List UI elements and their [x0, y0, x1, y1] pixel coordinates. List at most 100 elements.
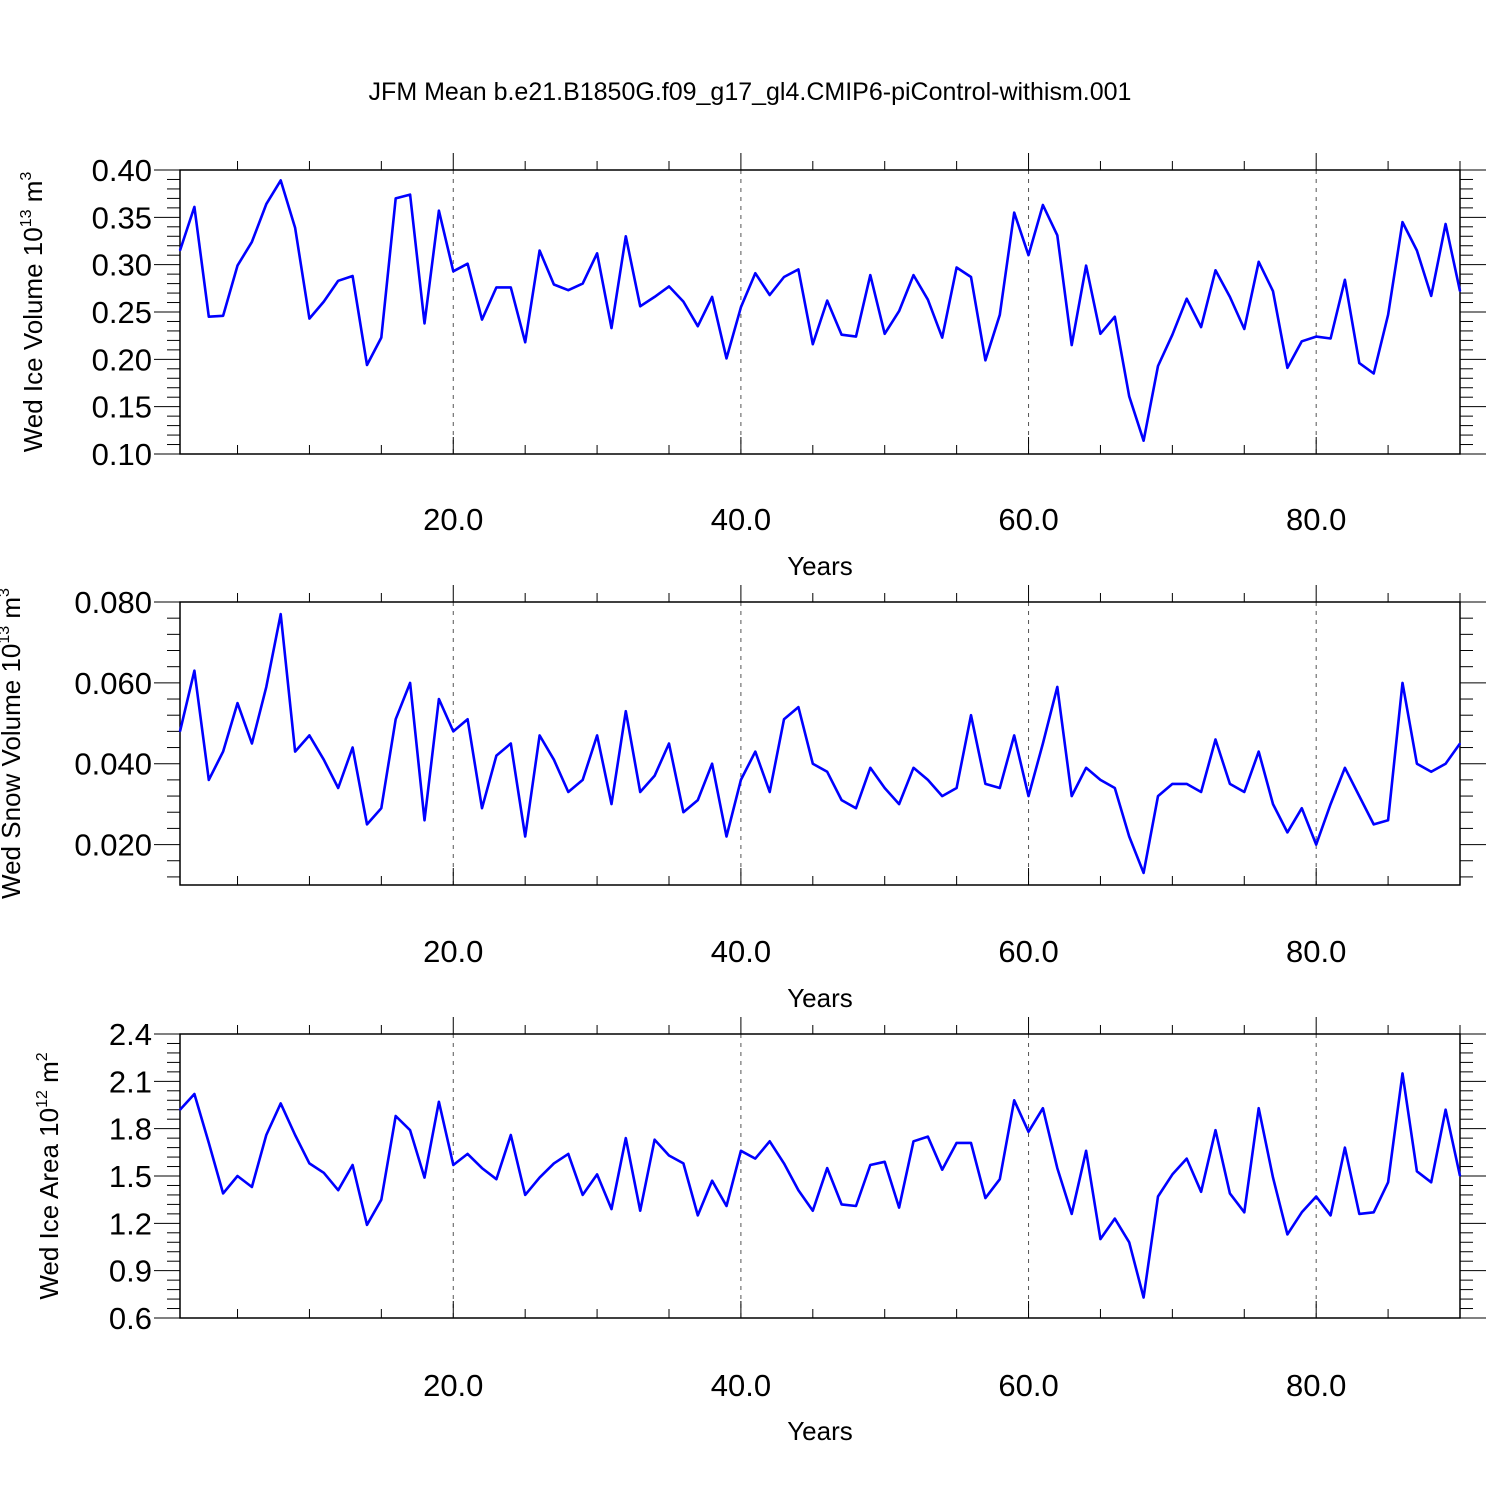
data-point — [1214, 738, 1217, 741]
data-point — [1171, 1173, 1174, 1176]
data-point — [236, 1175, 239, 1177]
y-tick-label: 0.35 — [92, 200, 152, 235]
data-point — [1013, 1099, 1015, 1102]
data-point — [1142, 872, 1145, 874]
y-tick-label: 0.060 — [74, 666, 152, 701]
data-point — [524, 341, 526, 344]
data-point — [912, 766, 915, 769]
data-point — [222, 314, 224, 317]
data-point — [1229, 296, 1231, 298]
data-point — [610, 803, 613, 805]
data-point — [740, 306, 742, 309]
data-point — [1430, 771, 1433, 773]
data-point — [1185, 297, 1188, 300]
data-point — [812, 1209, 814, 1212]
data-point — [1114, 787, 1116, 789]
data-point — [1128, 1241, 1131, 1244]
data-point — [466, 718, 469, 721]
data-point — [337, 279, 340, 282]
data-point — [1070, 1213, 1073, 1215]
data-point — [1013, 211, 1015, 214]
data-point — [265, 686, 268, 688]
data-point — [711, 762, 713, 765]
data-point — [495, 754, 498, 757]
data-point — [236, 264, 239, 267]
plot-frame — [179, 1033, 1461, 1319]
data-point — [1128, 835, 1131, 838]
data-point — [711, 1179, 713, 1182]
data-point — [725, 357, 728, 360]
data-point — [1229, 783, 1231, 785]
data-point — [179, 730, 181, 733]
data-point — [1085, 264, 1087, 267]
data-point — [984, 1197, 987, 1199]
data-point — [1099, 1238, 1102, 1240]
y-tick-label: 1.2 — [109, 1206, 152, 1241]
data-point — [236, 702, 239, 704]
data-point — [754, 272, 757, 274]
data-point — [538, 1176, 541, 1179]
data-point — [438, 698, 440, 700]
data-point — [509, 742, 512, 745]
y-tick-label: 0.080 — [74, 585, 152, 620]
data-point — [1329, 803, 1332, 805]
x-tick-label: 60.0 — [998, 934, 1058, 969]
y-tick-label: 0.15 — [92, 390, 152, 425]
data-point — [840, 1203, 843, 1206]
data-point — [1430, 295, 1433, 297]
data-point — [1315, 843, 1317, 846]
data-point — [596, 1173, 598, 1176]
data-point — [524, 1194, 526, 1196]
x-tick-label: 80.0 — [1286, 1368, 1346, 1403]
data-point — [883, 332, 886, 335]
data-point — [1416, 762, 1418, 765]
data-point — [740, 779, 742, 781]
data-point — [466, 1153, 469, 1155]
data-point — [1459, 742, 1461, 745]
x-tick-label: 40.0 — [711, 502, 771, 537]
data-point — [222, 1192, 224, 1195]
data-point — [1459, 1175, 1461, 1177]
plot-frame — [179, 601, 1461, 886]
data-point — [898, 1206, 900, 1209]
data-point — [653, 296, 656, 298]
data-point — [1027, 254, 1030, 256]
data-point — [1200, 1190, 1202, 1193]
data-point — [1099, 779, 1102, 781]
data-point — [1300, 340, 1303, 343]
data-point — [207, 315, 210, 318]
data-point — [1372, 823, 1375, 826]
data-point — [883, 1161, 886, 1163]
data-point — [351, 1164, 354, 1166]
y-tick-label: 2.1 — [109, 1064, 152, 1099]
data-point — [955, 787, 958, 789]
y-tick-label: 0.9 — [109, 1254, 152, 1289]
data-point — [193, 1093, 196, 1095]
data-point — [279, 1102, 282, 1105]
data-point — [668, 285, 670, 288]
data-point — [869, 1164, 872, 1166]
series-line — [179, 1072, 1462, 1299]
data-point — [207, 779, 210, 781]
x-tick-label: 40.0 — [711, 1368, 771, 1403]
data-point — [682, 300, 685, 303]
data-point — [984, 359, 987, 362]
data-point — [998, 1178, 1001, 1180]
data-point — [1243, 328, 1246, 330]
data-point — [509, 286, 512, 289]
data-point — [380, 1198, 383, 1201]
data-point — [495, 286, 498, 289]
data-point — [323, 300, 325, 303]
data-point — [610, 1208, 613, 1210]
data-point — [1243, 1211, 1246, 1214]
data-point — [1401, 1072, 1404, 1075]
y-tick-label: 0.020 — [74, 828, 152, 863]
series-line — [178, 612, 1462, 875]
data-point — [323, 758, 325, 761]
data-point — [682, 811, 685, 814]
x-tick-label: 20.0 — [423, 502, 483, 537]
data-point — [380, 336, 383, 339]
data-point — [423, 322, 426, 325]
data-point — [409, 682, 411, 684]
x-tick-label: 80.0 — [1286, 502, 1346, 537]
